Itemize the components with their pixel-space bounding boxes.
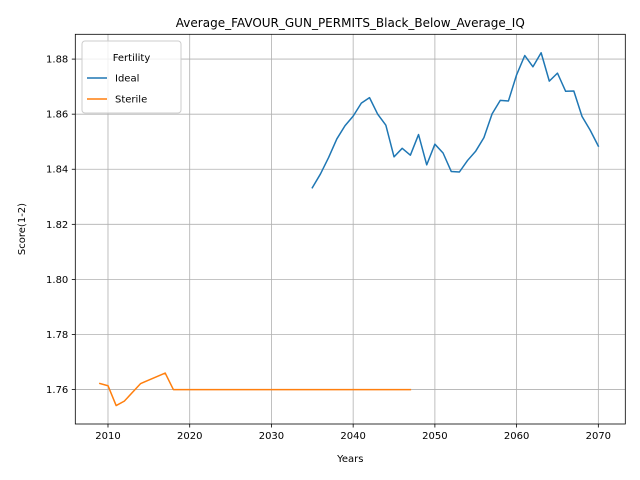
legend-box [81,40,182,114]
series-line-ideal [311,52,600,189]
y-tick-label: 1.84 [46,165,68,176]
y-tick-label: 1.76 [46,385,68,396]
chart-title: Average_FAVOUR_GUN_PERMITS_Black_Below_A… [176,16,525,30]
x-tick-label: 2060 [504,431,529,442]
x-tick-label: 2030 [259,431,284,442]
x-tick-label: 2040 [340,431,365,442]
legend: Fertility Ideal Sterile [81,40,182,114]
x-axis-label: Years [336,454,363,465]
plot-frame [74,33,626,425]
y-tick-label: 1.80 [46,275,68,286]
x-tick-label: 2070 [586,431,611,442]
axis-ticks: 2010 2020 2030 2040 2050 2060 2070 1.76 1.78 1.80… [46,55,611,442]
y-tick-label: 1.88 [46,55,68,66]
x-tick-label: 2050 [422,431,447,442]
series-lines [98,52,600,407]
legend-label-sterile: Sterile [115,95,147,106]
legend-title: Fertility [113,53,151,64]
x-tick-label: 2020 [177,431,202,442]
y-axis-label: Score(1-2) [17,203,28,255]
y-tick-label: 1.82 [46,220,68,231]
y-tick-label: 1.86 [46,110,68,121]
y-tick-label: 1.78 [46,330,68,341]
series-line-sterile [98,372,412,407]
x-tick-label: 2010 [95,431,120,442]
legend-label-ideal: Ideal [115,74,139,85]
legend-entries: Ideal Sterile [87,74,147,106]
